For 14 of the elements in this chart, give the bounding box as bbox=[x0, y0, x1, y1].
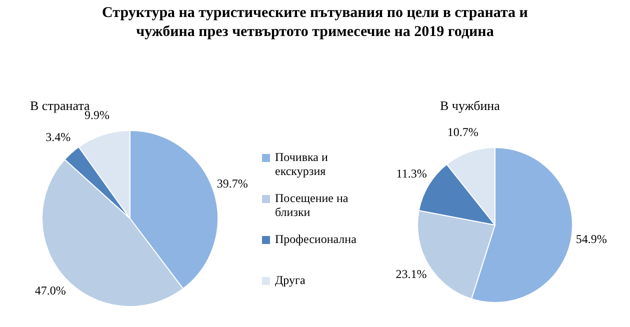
legend-label: Почивка и екскурзия bbox=[275, 150, 329, 178]
chart-subtitle: В страната bbox=[30, 98, 90, 113]
legend-label: Професионална bbox=[275, 232, 356, 246]
data-label: 10.7% bbox=[447, 125, 478, 140]
data-label: 3.4% bbox=[46, 130, 71, 144]
chart-subtitle: В чужбина bbox=[440, 98, 500, 114]
data-label: 23.1% bbox=[396, 267, 427, 282]
chart-title: Структура на туристическите пътувания по цели в страната и чужбина през четвъртото тримесечие на 2019 година bbox=[101, 4, 529, 42]
legend-label: Посещение на близки bbox=[275, 191, 350, 219]
legend-label: Друга bbox=[275, 273, 306, 287]
data-label: 11.3% bbox=[396, 166, 427, 181]
data-label: 54.9% bbox=[576, 232, 607, 246]
data-label: 39.7% bbox=[216, 176, 248, 190]
data-label: 47.0% bbox=[34, 284, 66, 298]
